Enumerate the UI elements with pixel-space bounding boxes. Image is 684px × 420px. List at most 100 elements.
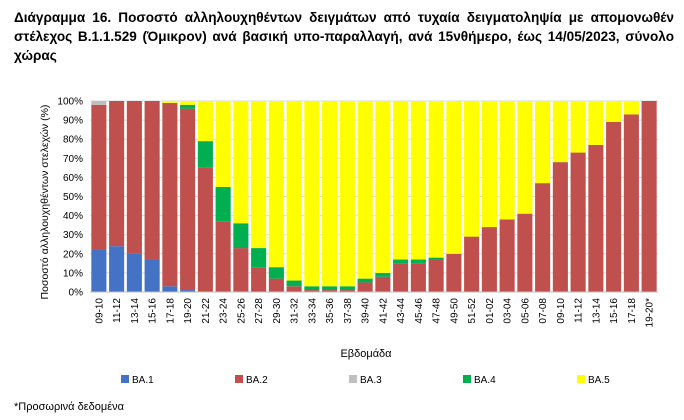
- bar-segment-ba1: [126, 253, 142, 292]
- bar-segment-ba2: [552, 162, 568, 292]
- bar-segment-ba4: [357, 278, 373, 283]
- bar-segment-ba5: [552, 101, 568, 163]
- x-tick-label: 17-18: [165, 298, 176, 324]
- bar-segment-ba5: [304, 101, 320, 287]
- bar-segment-ba2: [197, 167, 213, 292]
- bar-segment-ba1: [144, 259, 160, 292]
- legend-swatch-ba4: [463, 375, 471, 383]
- x-tick-label: 31-32: [290, 298, 301, 324]
- x-tick-label: 23-24: [219, 298, 230, 324]
- bar-segment-ba5: [322, 101, 338, 287]
- bar-segment-ba2: [91, 104, 107, 250]
- bar-segment-ba4: [410, 259, 426, 264]
- x-tick-label: 51-52: [467, 298, 478, 324]
- bar-segment-ba5: [606, 101, 622, 123]
- x-tick-label: 09-10: [94, 298, 105, 324]
- bar-segment-ba2: [286, 286, 302, 292]
- bar-segment-ba2: [588, 144, 604, 292]
- x-tick-label: 41-42: [378, 298, 389, 324]
- bar-segment-ba2: [446, 253, 462, 292]
- bar-segment-ba2: [251, 267, 267, 292]
- x-tick-label: 13-14: [591, 298, 602, 324]
- bar-segment-ba2: [322, 290, 338, 292]
- y-tick-label: 70%: [63, 154, 83, 165]
- x-tick-label: 11-12: [574, 298, 585, 323]
- x-tick-label: 17-18: [627, 298, 638, 324]
- bar-segment-ba4: [304, 286, 320, 291]
- bar-segment-ba4: [180, 104, 196, 109]
- y-tick-label: 90%: [63, 116, 83, 127]
- bar-segment-ba4: [322, 286, 338, 291]
- y-axis-label: Ποσοστό αλληλουχηθέντων στελεχών (%): [39, 105, 51, 300]
- x-tick-label: 19-20: [183, 298, 194, 324]
- bar-segment-ba5: [162, 101, 178, 103]
- legend-label-ba5: BA.5: [588, 375, 610, 386]
- bar-segment-ba2: [535, 183, 551, 292]
- bar-segment-ba4: [215, 186, 231, 222]
- bar-segment-ba5: [286, 101, 302, 281]
- legend-label-ba2: BA.2: [246, 375, 268, 386]
- y-tick-label: 80%: [63, 135, 83, 146]
- bar-segment-ba5: [410, 101, 426, 260]
- bar-segment-ba2: [517, 213, 533, 292]
- bar-segment-ba2: [481, 227, 497, 292]
- bar-segment-ba5: [251, 101, 267, 249]
- legend-label-ba3: BA.3: [360, 375, 382, 386]
- legend-swatch-ba3: [349, 375, 357, 383]
- x-axis-label: Εβδομάδα: [340, 348, 392, 360]
- bar-segment-ba4: [339, 286, 355, 291]
- bar-segment-ba5: [623, 101, 639, 115]
- footnote: *Προσωρινά δεδομένα: [14, 401, 124, 413]
- x-tick-label: 27-28: [254, 298, 265, 324]
- bar-segment-ba2: [215, 221, 231, 292]
- bar-segment-ba2: [375, 276, 391, 292]
- legend: BA.1 BA.2 BA.3 BA.4 BA.5: [121, 375, 610, 386]
- bar-segment-ba1: [91, 249, 107, 292]
- x-tick-label: 39-40: [361, 298, 372, 324]
- bar-segment-ba2: [144, 101, 160, 260]
- bar-segment-ba4: [375, 272, 391, 277]
- legend-swatch-ba1: [121, 375, 129, 383]
- bar-segment-ba2: [606, 122, 622, 292]
- y-tick-label: 60%: [63, 173, 83, 184]
- y-tick-label: 30%: [63, 230, 83, 241]
- x-tick-label: 07-08: [538, 298, 549, 324]
- x-tick-label: 37-38: [343, 298, 354, 324]
- bar-segment-ba5: [464, 101, 480, 237]
- x-tick-label: 29-30: [272, 298, 283, 324]
- x-tick-label: 49-50: [449, 298, 460, 324]
- y-tick-label: 50%: [63, 192, 83, 203]
- x-tick-label: 13-14: [130, 298, 141, 324]
- x-tick-label: 01-02: [485, 298, 496, 324]
- bar-segment-ba2: [268, 278, 284, 292]
- bar-segment-ba2: [428, 259, 444, 292]
- bar-segment-ba2: [393, 263, 409, 292]
- bar-segment-ba5: [446, 101, 462, 254]
- y-axis-ticks: 0% 10% 20% 30% 40% 50% 60% 70% 80% 90% 100%: [57, 97, 83, 299]
- bar-segment-ba5: [535, 101, 551, 184]
- legend-label-ba1: BA.1: [132, 375, 154, 386]
- x-tick-label: 45-46: [414, 298, 425, 324]
- bar-segment-ba2: [126, 101, 142, 254]
- bar-segment-ba5: [570, 101, 586, 153]
- x-tick-label: 43-44: [396, 298, 407, 324]
- bar-segment-ba2: [304, 290, 320, 292]
- bar-segment-ba4: [393, 259, 409, 264]
- x-tick-label: 03-04: [503, 298, 514, 324]
- bar-segment-ba4: [428, 257, 444, 260]
- bar-segment-ba2: [623, 114, 639, 293]
- x-tick-label: 19-20*: [645, 298, 656, 328]
- bar-segment-ba2: [499, 219, 515, 292]
- bar-segment-ba5: [375, 101, 391, 273]
- y-tick-label: 0%: [69, 288, 84, 299]
- x-tick-label: 21-22: [201, 298, 212, 324]
- bar-segment-ba1: [180, 290, 196, 292]
- bar-segment-ba2: [162, 102, 178, 287]
- bar-segment-ba5: [393, 101, 409, 260]
- y-tick-label: 20%: [63, 249, 83, 260]
- bar-segment-ba2: [233, 248, 249, 292]
- bar-segment-ba3: [91, 101, 107, 105]
- bar-segment-ba4: [251, 248, 267, 268]
- bars: [90, 101, 658, 293]
